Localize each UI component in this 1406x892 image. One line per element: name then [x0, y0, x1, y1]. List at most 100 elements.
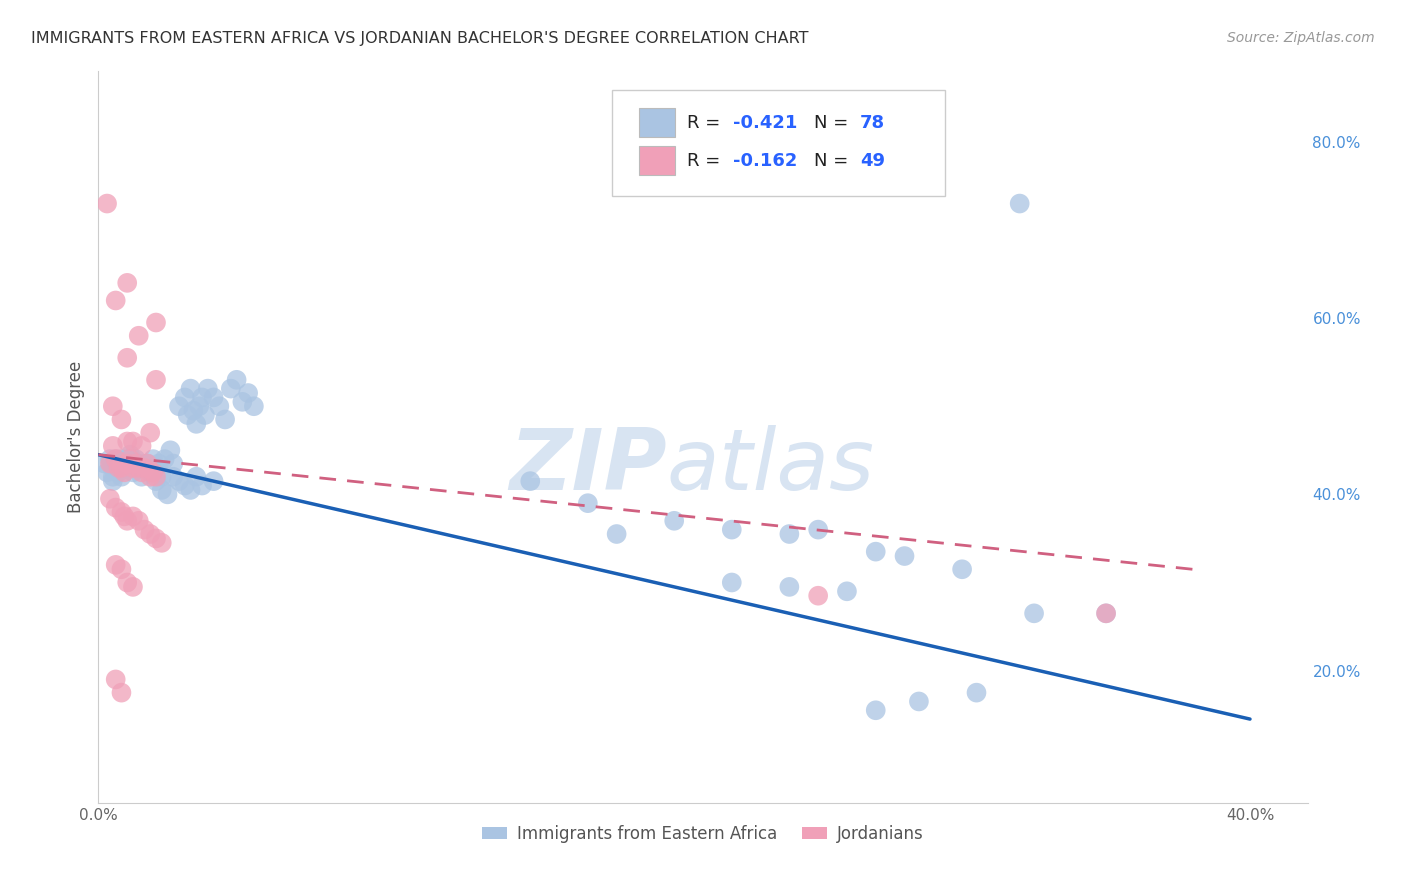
Point — [110, 452, 132, 467]
Point — [167, 474, 190, 488]
Point — [131, 466, 153, 480]
Point — [778, 580, 800, 594]
Point — [101, 399, 124, 413]
Point — [150, 483, 173, 497]
Point — [110, 461, 132, 475]
Text: atlas: atlas — [666, 425, 875, 508]
Point — [131, 439, 153, 453]
Point — [236, 386, 259, 401]
Point — [173, 478, 195, 492]
Point — [145, 532, 167, 546]
Point — [122, 461, 145, 475]
Point — [148, 457, 170, 471]
Point — [110, 686, 132, 700]
Point — [110, 562, 132, 576]
Point — [104, 558, 127, 572]
Point — [120, 448, 142, 462]
Point — [136, 457, 159, 471]
Point — [167, 399, 190, 413]
Point — [107, 461, 129, 475]
Point — [98, 491, 121, 506]
Text: R =: R = — [688, 152, 727, 169]
Point — [1022, 607, 1045, 621]
Point — [104, 457, 127, 471]
Point — [145, 469, 167, 483]
Point — [142, 452, 165, 467]
Point — [139, 527, 162, 541]
Point — [134, 461, 156, 475]
Point — [865, 544, 887, 558]
Point — [139, 425, 162, 440]
Point — [807, 523, 830, 537]
Point — [720, 575, 742, 590]
Point — [134, 523, 156, 537]
Text: ZIP: ZIP — [509, 425, 666, 508]
Text: -0.421: -0.421 — [734, 113, 797, 131]
Point — [1095, 607, 1118, 621]
Point — [908, 694, 931, 708]
Point — [865, 703, 887, 717]
Point — [96, 466, 118, 480]
Point — [180, 382, 202, 396]
FancyBboxPatch shape — [638, 146, 675, 175]
Point — [202, 474, 225, 488]
Legend: Immigrants from Eastern Africa, Jordanians: Immigrants from Eastern Africa, Jordania… — [475, 818, 931, 849]
Point — [98, 452, 121, 467]
Point — [145, 461, 167, 475]
Point — [186, 469, 208, 483]
Point — [162, 457, 184, 471]
Point — [115, 434, 138, 449]
Point — [188, 399, 211, 413]
Point — [128, 461, 150, 475]
Point — [122, 509, 145, 524]
Point — [225, 373, 247, 387]
Point — [202, 391, 225, 405]
Point — [115, 452, 138, 467]
Point — [156, 487, 179, 501]
Point — [150, 536, 173, 550]
Point — [112, 461, 135, 475]
Point — [145, 474, 167, 488]
Point — [104, 500, 127, 515]
Point — [139, 466, 162, 480]
Point — [243, 399, 266, 413]
Point — [1095, 607, 1118, 621]
Point — [122, 434, 145, 449]
Point — [1008, 196, 1031, 211]
Point — [807, 589, 830, 603]
Point — [136, 457, 159, 471]
Point — [115, 276, 138, 290]
Point — [101, 469, 124, 483]
Point — [214, 412, 236, 426]
Point — [125, 457, 148, 471]
Point — [194, 408, 217, 422]
Point — [112, 457, 135, 471]
Point — [720, 523, 742, 537]
Text: R =: R = — [688, 113, 727, 131]
Point — [835, 584, 858, 599]
Text: Source: ZipAtlas.com: Source: ZipAtlas.com — [1227, 31, 1375, 45]
Point — [110, 469, 132, 483]
Point — [131, 469, 153, 483]
Point — [219, 382, 242, 396]
Point — [183, 403, 205, 417]
Point — [107, 461, 129, 475]
Point — [98, 457, 121, 471]
Text: 78: 78 — [860, 113, 886, 131]
Point — [104, 452, 127, 467]
Point — [120, 452, 142, 467]
Point — [115, 514, 138, 528]
Text: -0.162: -0.162 — [734, 152, 797, 169]
Point — [664, 514, 686, 528]
Point — [966, 686, 988, 700]
Point — [104, 293, 127, 308]
Point — [208, 399, 231, 413]
Point — [231, 394, 253, 409]
Point — [128, 328, 150, 343]
Point — [145, 373, 167, 387]
Point — [128, 514, 150, 528]
Point — [115, 461, 138, 475]
Point — [606, 527, 628, 541]
Point — [191, 478, 214, 492]
Point — [128, 457, 150, 471]
